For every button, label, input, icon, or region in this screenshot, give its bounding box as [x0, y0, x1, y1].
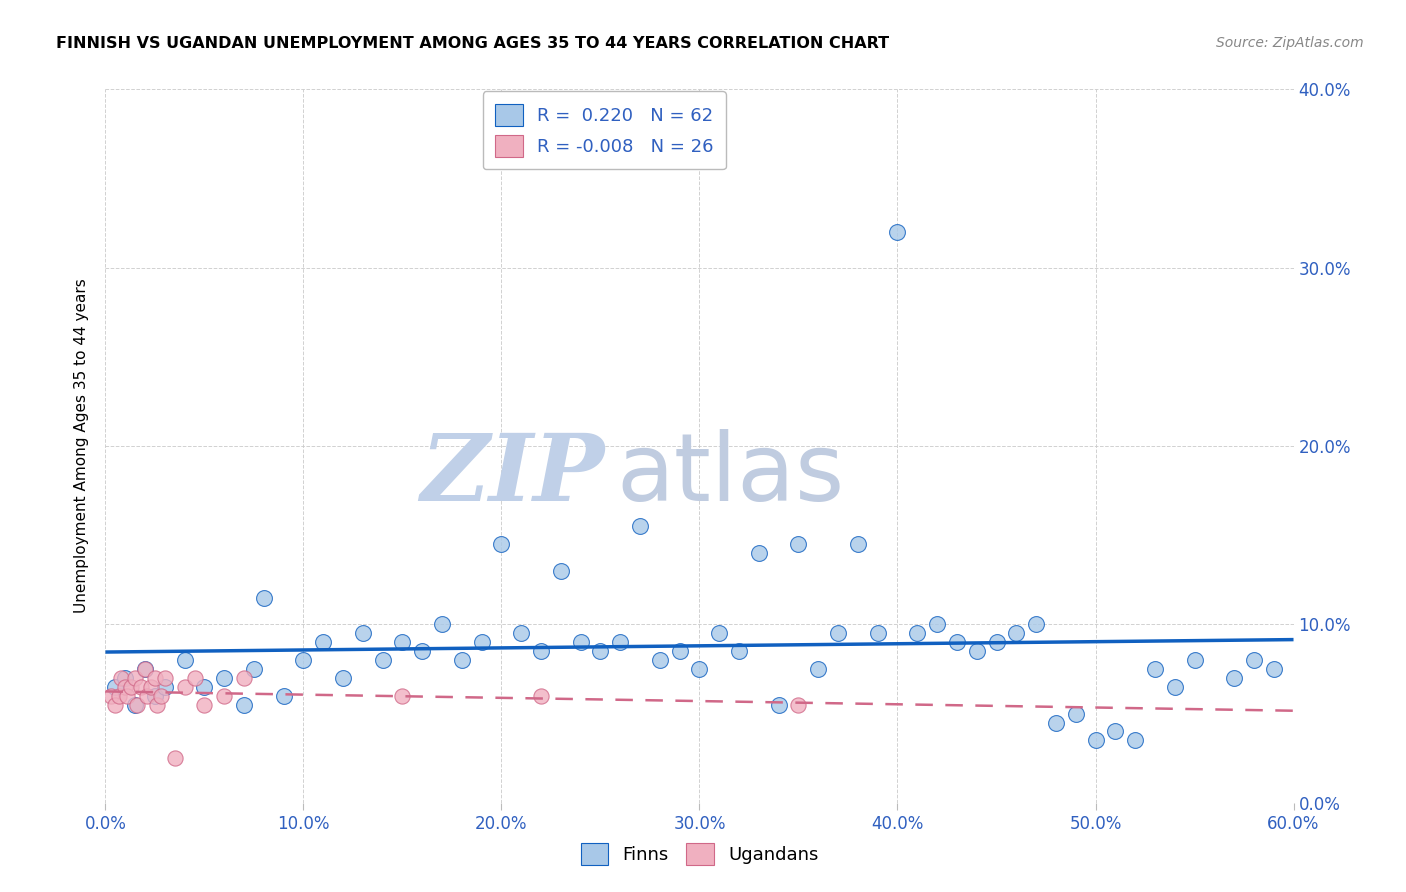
Point	[243, 662, 266, 676]
Point	[748, 546, 770, 560]
Y-axis label: Unemployment Among Ages 35 to 44 years: Unemployment Among Ages 35 to 44 years	[75, 278, 90, 614]
Point	[1005, 626, 1028, 640]
Point	[100, 689, 122, 703]
Point	[905, 626, 928, 640]
Text: atlas: atlas	[616, 428, 845, 521]
Point	[391, 635, 413, 649]
Point	[134, 662, 156, 676]
Point	[124, 698, 146, 712]
Point	[214, 671, 236, 685]
Point	[1243, 653, 1265, 667]
Point	[146, 698, 169, 712]
Point	[966, 644, 988, 658]
Point	[846, 537, 869, 551]
Point	[143, 671, 166, 685]
Point	[550, 564, 572, 578]
Point	[728, 644, 751, 658]
Point	[143, 689, 166, 703]
Point	[273, 689, 295, 703]
Point	[609, 635, 631, 649]
Point	[589, 644, 612, 658]
Text: ZIP: ZIP	[420, 430, 605, 519]
Point	[136, 689, 159, 703]
Point	[114, 671, 136, 685]
Point	[253, 591, 276, 605]
Point	[139, 680, 162, 694]
Point	[173, 653, 195, 667]
Point	[1104, 724, 1126, 739]
Point	[110, 671, 132, 685]
Point	[1025, 617, 1047, 632]
Point	[233, 671, 256, 685]
Point	[1223, 671, 1246, 685]
Point	[569, 635, 592, 649]
Point	[986, 635, 1008, 649]
Point	[120, 680, 142, 694]
Point	[491, 537, 513, 551]
Point	[787, 537, 810, 551]
Point	[648, 653, 671, 667]
Point	[430, 617, 453, 632]
Point	[149, 689, 172, 703]
Point	[108, 689, 131, 703]
Point	[1123, 733, 1146, 747]
Point	[1143, 662, 1166, 676]
Point	[668, 644, 690, 658]
Point	[925, 617, 948, 632]
Point	[134, 662, 156, 676]
Point	[352, 626, 374, 640]
Point	[233, 698, 256, 712]
Point	[115, 689, 138, 703]
Point	[129, 680, 152, 694]
Point	[768, 698, 790, 712]
Point	[391, 689, 413, 703]
Point	[153, 671, 176, 685]
Point	[104, 680, 127, 694]
Point	[886, 225, 908, 239]
Point	[127, 698, 149, 712]
Point	[312, 635, 335, 649]
Point	[827, 626, 849, 640]
Point	[946, 635, 969, 649]
Point	[104, 698, 127, 712]
Point	[292, 653, 315, 667]
Point	[214, 689, 236, 703]
Point	[183, 671, 205, 685]
Text: Source: ZipAtlas.com: Source: ZipAtlas.com	[1216, 36, 1364, 50]
Point	[709, 626, 731, 640]
Point	[332, 671, 354, 685]
Point	[1164, 680, 1187, 694]
Point	[510, 626, 533, 640]
Point	[689, 662, 711, 676]
Point	[1263, 662, 1285, 676]
Point	[1184, 653, 1206, 667]
Point	[530, 689, 553, 703]
Point	[153, 680, 176, 694]
Point	[163, 751, 186, 765]
Point	[193, 680, 215, 694]
Point	[628, 519, 651, 533]
Point	[193, 698, 215, 712]
Point	[411, 644, 433, 658]
Point	[866, 626, 889, 640]
Point	[1064, 706, 1087, 721]
Point	[114, 680, 136, 694]
Point	[530, 644, 553, 658]
Point	[1084, 733, 1107, 747]
Point	[124, 671, 146, 685]
Point	[787, 698, 810, 712]
Point	[173, 680, 195, 694]
Point	[371, 653, 394, 667]
Point	[471, 635, 494, 649]
Point	[450, 653, 472, 667]
Point	[1045, 715, 1067, 730]
Point	[807, 662, 830, 676]
Text: FINNISH VS UGANDAN UNEMPLOYMENT AMONG AGES 35 TO 44 YEARS CORRELATION CHART: FINNISH VS UGANDAN UNEMPLOYMENT AMONG AG…	[56, 36, 890, 51]
Legend: Finns, Ugandans: Finns, Ugandans	[574, 836, 825, 872]
